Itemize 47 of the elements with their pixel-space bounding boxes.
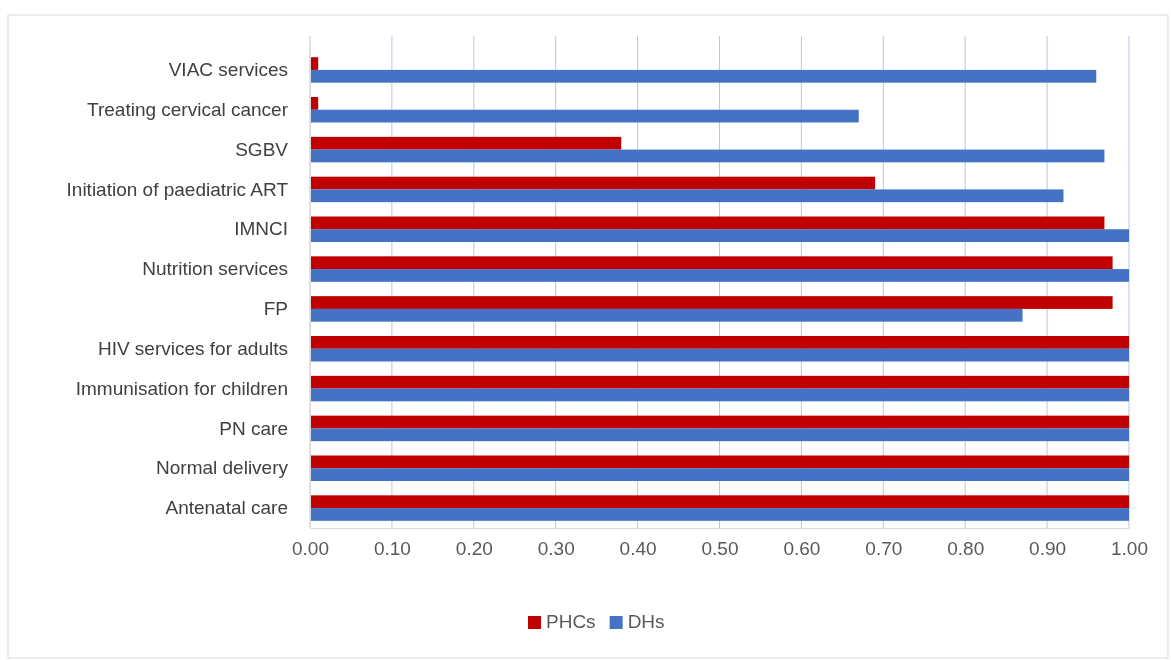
bar: [310, 428, 1129, 442]
y-tick-label: FP: [263, 298, 288, 319]
bar: [310, 415, 1129, 429]
y-tick-label: Immunisation for children: [75, 377, 288, 399]
y-tick-label: IMNCI: [234, 218, 288, 240]
bar: [310, 256, 1113, 270]
x-tick-label: 0.40: [619, 538, 657, 560]
bar: [310, 336, 1129, 349]
x-tick-label: 0.70: [865, 538, 903, 560]
legend-label: PHCs: [546, 611, 596, 632]
bar: [310, 136, 622, 150]
y-tick-label: VIAC services: [168, 59, 288, 80]
x-tick-label: 0.30: [537, 538, 575, 560]
x-tick-label: 0.10: [373, 538, 411, 560]
x-tick-label: 0.50: [701, 538, 739, 560]
x-tick-label: 0.20: [455, 538, 493, 560]
x-tick-label: 0.60: [783, 538, 821, 560]
y-tick-label: Normal delivery: [156, 457, 289, 479]
y-tick-label: Nutrition services: [142, 258, 288, 280]
bar: [310, 348, 1129, 362]
bar: [310, 375, 1129, 389]
bar: [310, 109, 859, 123]
y-tick-label: Initiation of paediatric ART: [66, 178, 289, 200]
bar: [310, 69, 1097, 83]
bar: [310, 455, 1129, 469]
x-tick-label: 0.00: [292, 538, 329, 560]
x-tick-label: 0.80: [947, 538, 985, 560]
legend-label: DHs: [627, 611, 665, 632]
bar: [310, 216, 1105, 230]
y-tick-label: Antenatal care: [165, 497, 288, 519]
x-tick-label: 1.00: [1111, 538, 1148, 560]
y-tick-label: PN care: [219, 417, 288, 439]
bar: [310, 296, 1113, 309]
bar: [310, 176, 876, 190]
bar: [310, 269, 1129, 282]
bar: [310, 468, 1129, 481]
y-tick-label: Treating cervical cancer: [87, 98, 289, 120]
bar: [310, 495, 1129, 509]
bar: [310, 229, 1129, 242]
y-tick-label: HIV services for adults: [97, 337, 288, 359]
bar: [310, 308, 1023, 322]
x-tick-label: 0.90: [1029, 538, 1067, 560]
bar: [310, 388, 1129, 402]
bar: [310, 149, 1105, 163]
y-tick-label: SGBV: [235, 138, 289, 160]
bar: [310, 508, 1129, 521]
bar: [310, 189, 1064, 203]
